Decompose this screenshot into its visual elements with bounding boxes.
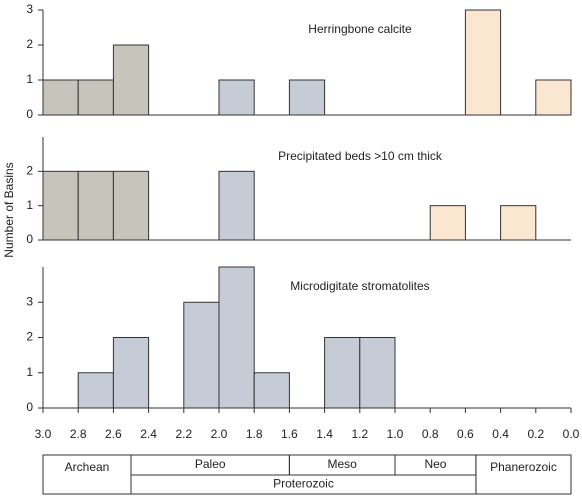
panel-title: Microdigitate stromatolites [290, 279, 429, 293]
x-tick-label: 2.8 [70, 427, 87, 441]
bar [324, 337, 361, 409]
bar [359, 337, 396, 409]
bar [112, 170, 150, 241]
x-tick-label: 0.6 [457, 427, 474, 441]
bar [464, 9, 502, 116]
x-tick-label: 2.2 [175, 427, 192, 441]
x-tick-label: 1.6 [281, 427, 298, 441]
bar [77, 170, 114, 241]
y-tick-label: 1 [26, 365, 33, 379]
x-tick-label: 3.0 [35, 427, 52, 441]
y-tick-label: 1 [26, 72, 33, 86]
eon-label: Proterozoic [273, 477, 334, 491]
bar [112, 337, 150, 409]
x-tick-label: 1.2 [351, 427, 368, 441]
y-tick-label: 2 [26, 37, 33, 51]
bar [500, 205, 537, 241]
x-tick-label: 0.0 [563, 427, 580, 441]
y-tick-label: 0 [26, 232, 33, 246]
y-tick-label: 2 [26, 330, 33, 344]
bar [288, 79, 326, 116]
bar [77, 79, 114, 116]
y-tick-label: 0 [26, 107, 33, 121]
x-tick-label: 0.2 [527, 427, 544, 441]
y-tick-label: 2 [26, 164, 33, 178]
era-label: Neo [424, 457, 446, 471]
bar [218, 79, 255, 116]
bar [42, 170, 79, 241]
era-box [394, 454, 477, 476]
x-tick-label: 1.8 [246, 427, 263, 441]
eon-label: Phanerozoic [490, 460, 557, 474]
era-label: Meso [328, 457, 358, 471]
bar [535, 79, 572, 116]
y-tick-label: 3 [26, 294, 33, 308]
x-tick-label: 2.0 [211, 427, 228, 441]
bar [253, 372, 290, 409]
x-tick-label: 1.0 [387, 427, 404, 441]
y-tick-label: 1 [26, 198, 33, 212]
y-tick-label: 0 [26, 400, 33, 414]
bar [218, 170, 255, 241]
bar [183, 301, 220, 409]
eon-label: Archean [65, 460, 110, 474]
bar [429, 205, 466, 241]
panel-title: Precipitated beds >10 cm thick [278, 149, 443, 163]
x-tick-label: 2.4 [140, 427, 157, 441]
x-tick-label: 1.4 [316, 427, 333, 441]
era-label: Paleo [195, 457, 226, 471]
bar [218, 266, 255, 409]
x-tick-label: 0.4 [492, 427, 509, 441]
panel-title: Herringbone calcite [308, 22, 412, 36]
y-axis-label: Number of Basins [2, 162, 16, 257]
bar [42, 79, 79, 116]
bar [112, 44, 150, 116]
bar [77, 372, 114, 409]
x-tick-label: 0.8 [422, 427, 439, 441]
y-tick-label: 3 [26, 2, 33, 16]
x-tick-label: 2.6 [105, 427, 122, 441]
